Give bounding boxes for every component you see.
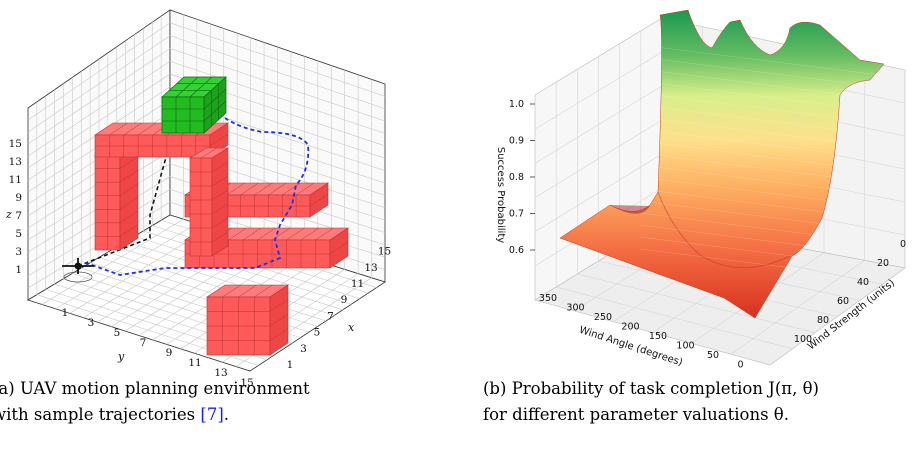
z-tick-label-b: 0.6 (509, 245, 524, 256)
z-tick-label: 11 (9, 174, 22, 186)
z-tick-label: 5 (15, 228, 22, 240)
x-tick-label-b: 350 (539, 293, 557, 304)
z-tick-label: 7 (15, 210, 22, 222)
surface-mesh (639, 44, 881, 280)
z-axis-label-b: Success Probability (495, 147, 506, 243)
y-tick-label-b: 20 (877, 258, 889, 269)
y-tick-label-b: 100 (794, 334, 812, 345)
x-tick-label: 3 (300, 343, 307, 355)
goal-cube (161, 76, 227, 134)
z-ticks: 15 13 11 9 7 5 3 1 (9, 138, 22, 276)
caption-b-line1: Probability of task completion J(π, θ) (511, 379, 819, 398)
z-tick-label: 15 (9, 138, 22, 150)
x-tick-label: 15 (378, 246, 391, 258)
x-ticks-b: 350 300 250 200 150 100 50 0 (539, 293, 744, 371)
z-tick-label-b: 0.7 (509, 209, 524, 220)
z-tick-label-b: 1.0 (509, 99, 524, 110)
x-tick-label: 7 (327, 310, 334, 322)
surface-ridge-shade (657, 191, 791, 269)
y-tick-label: 7 (140, 337, 147, 349)
y-tick-label-b: 0 (900, 239, 906, 250)
y-tick-label: 3 (88, 317, 95, 329)
trajectory-blue (81, 117, 310, 276)
y-ticks-b: 0 20 40 60 80 100 (794, 239, 906, 345)
y-tick-label: 15 (240, 377, 253, 389)
y-tick-label: 13 (214, 367, 227, 379)
x-tick-label: 9 (341, 294, 348, 306)
y-tick-label-b: 60 (837, 296, 849, 307)
y-tick-label-b: 40 (857, 277, 869, 288)
drone-icon (62, 258, 94, 283)
x-tick-label-b: 0 (737, 360, 743, 371)
z-tick-label: 13 (9, 156, 22, 168)
x-tick-label: 5 (314, 327, 321, 339)
x-tick-label-b: 100 (676, 341, 694, 352)
x-tick-label: 13 (364, 262, 377, 274)
y-tick-label: 11 (188, 357, 201, 369)
obstacle-mid-pillar (188, 147, 230, 257)
x-tick-label-b: 150 (649, 331, 667, 342)
y-tick-label: 5 (114, 327, 121, 339)
caption-a-label: (a) (0, 379, 15, 398)
x-axis-label: x (348, 321, 355, 334)
z-axis-label: z (5, 208, 12, 221)
caption-b-label: (b) (483, 379, 507, 398)
caption-a-line1: UAV motion planning environment (19, 379, 310, 398)
y-tick-label: 9 (166, 347, 173, 359)
caption-a-period: . (223, 405, 230, 424)
y-axis-label: y (117, 350, 125, 363)
z-ticks-b: 1.0 0.9 0.8 0.7 0.6 (509, 99, 535, 256)
z-tick-label-b: 0.9 (509, 136, 524, 147)
x-tick-label: 11 (351, 278, 364, 290)
obstacle-front-block (206, 284, 289, 356)
citation-link[interactable]: [7] (200, 405, 224, 424)
y-tick-label: 1 (62, 307, 69, 319)
x-tick-label-b: 50 (707, 350, 719, 361)
z-tick-label: 9 (15, 192, 22, 204)
caption-b-line2: for different parameter valuations θ. (483, 405, 789, 424)
obstacle-left-pillar (94, 142, 139, 251)
z-tick-label: 1 (15, 264, 22, 276)
probability-surface (559, 9, 885, 319)
x-tick-label: 1 (287, 359, 294, 371)
x-tick-label-b: 300 (566, 303, 584, 314)
z-tick-label: 3 (15, 246, 22, 258)
x-tick-label-b: 200 (621, 322, 639, 333)
caption-b: (b) Probability of task completion J(π, … (483, 378, 819, 426)
z-tick-label-b: 0.8 (509, 172, 524, 183)
surface-valley-shade (610, 205, 650, 214)
y-tick-label-b: 80 (817, 315, 829, 326)
caption-a: (a) UAV motion planning environment with… (0, 378, 310, 426)
caption-a-line2: with sample trajectories (0, 405, 201, 424)
x-tick-label-b: 250 (594, 312, 612, 323)
